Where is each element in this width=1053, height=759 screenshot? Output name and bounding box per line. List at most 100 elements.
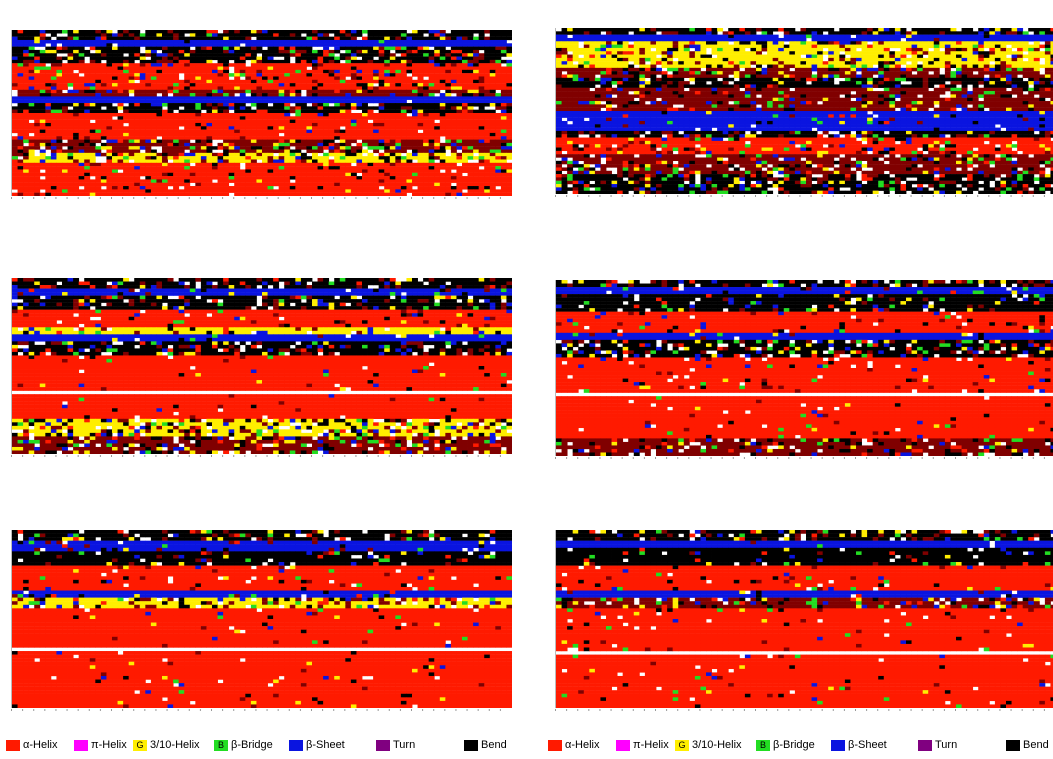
cell	[950, 41, 957, 45]
cell	[1006, 47, 1012, 52]
cell	[462, 166, 468, 170]
cell	[756, 28, 762, 32]
cell	[223, 79, 230, 84]
cell	[750, 41, 757, 45]
cell	[134, 33, 141, 37]
cell	[589, 34, 596, 39]
cell	[134, 172, 141, 177]
cell	[961, 34, 968, 39]
cell	[906, 47, 912, 52]
cell	[117, 162, 124, 167]
cell	[195, 119, 202, 124]
cell	[223, 103, 230, 107]
cell	[423, 46, 430, 51]
cell	[450, 53, 457, 57]
cell	[495, 99, 502, 104]
cell	[423, 139, 430, 144]
cell	[228, 30, 235, 34]
cell	[445, 36, 452, 41]
cell	[733, 37, 740, 42]
cell	[450, 179, 457, 183]
cell	[506, 63, 512, 67]
cell	[417, 136, 424, 140]
cell	[189, 59, 196, 64]
cell	[561, 31, 568, 35]
cell	[412, 179, 418, 183]
cell	[112, 63, 118, 67]
cell	[34, 76, 41, 80]
cell	[267, 139, 274, 144]
cell	[794, 51, 801, 55]
cell	[245, 96, 252, 100]
cell	[300, 43, 307, 47]
cell	[450, 139, 457, 144]
cell	[156, 69, 163, 74]
cell	[234, 146, 241, 150]
cell	[145, 136, 152, 140]
cell	[128, 69, 135, 74]
cell	[345, 109, 352, 114]
cell	[362, 189, 368, 193]
cell	[994, 37, 1001, 42]
cell	[373, 66, 380, 71]
cell	[84, 109, 91, 114]
cell	[206, 99, 213, 104]
cell	[184, 63, 191, 67]
cell	[262, 36, 268, 41]
cell	[84, 33, 91, 37]
cell	[362, 79, 368, 84]
cell	[317, 96, 324, 100]
cell	[445, 93, 452, 97]
cell	[400, 106, 407, 110]
cell	[84, 69, 91, 74]
cell	[173, 53, 180, 57]
cell	[389, 109, 396, 114]
cell	[56, 69, 63, 74]
cell	[362, 73, 368, 77]
cell	[28, 66, 35, 71]
cell	[73, 109, 80, 114]
cell	[84, 53, 91, 57]
cell	[28, 189, 35, 193]
cell	[500, 49, 507, 54]
cell	[212, 129, 218, 134]
cell	[150, 113, 157, 117]
cell	[178, 142, 185, 147]
cell	[145, 192, 152, 196]
cell	[50, 132, 57, 137]
cell	[167, 73, 174, 77]
cell	[28, 63, 35, 67]
cell	[667, 41, 674, 45]
cell	[134, 99, 141, 104]
cell	[245, 149, 252, 154]
cell	[467, 142, 474, 147]
cell	[312, 39, 318, 44]
cell	[378, 182, 385, 187]
cell	[789, 47, 796, 52]
cell	[661, 41, 668, 45]
cell	[956, 44, 962, 49]
cell	[367, 169, 374, 173]
cell	[306, 73, 313, 77]
cell	[800, 34, 807, 39]
cell	[239, 176, 246, 180]
cell	[395, 156, 402, 160]
cell	[317, 192, 324, 196]
cell	[467, 33, 474, 37]
cell	[639, 28, 646, 32]
cell	[17, 73, 24, 77]
cell	[23, 39, 30, 44]
cell	[34, 93, 41, 97]
cell	[62, 122, 68, 127]
cell	[45, 146, 52, 150]
cell	[150, 126, 157, 130]
cell	[156, 86, 163, 90]
cell	[250, 116, 257, 120]
cell	[944, 44, 951, 49]
cell	[478, 146, 485, 150]
cell	[95, 49, 102, 54]
cell	[373, 129, 380, 134]
cell	[345, 33, 352, 37]
cell	[439, 119, 446, 124]
cell	[278, 156, 285, 160]
